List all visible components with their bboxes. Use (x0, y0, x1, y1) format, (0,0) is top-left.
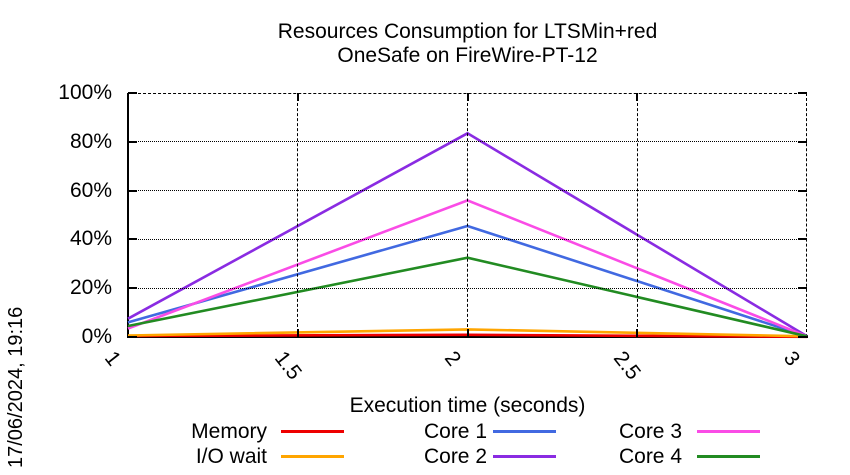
chart-title-line2: OneSafe on FireWire-PT-12 (337, 44, 598, 67)
x-tick-top (466, 93, 469, 101)
plot-area (127, 92, 808, 339)
y-axis-tick-label: 80% (69, 129, 112, 153)
series-plot (127, 131, 808, 339)
legend-label-core-1: Core 1 (423, 420, 487, 443)
grid-line-v (467, 93, 468, 337)
chart-title-line1: Resources Consumption for LTSMin+red (277, 20, 658, 43)
x-tick-top (636, 93, 639, 101)
x-axis-tick-label: 1.5 (269, 347, 306, 385)
y-tick-left (128, 140, 137, 143)
legend-line-sample-core-2 (493, 455, 556, 458)
y-axis-line (127, 93, 129, 337)
y-tick-right (798, 287, 807, 290)
y-tick-left (128, 287, 137, 290)
y-tick-left (128, 238, 137, 241)
legend-label-core-2: Core 2 (423, 445, 487, 468)
x-tick-bottom (466, 329, 469, 337)
legend-line-sample-core-4 (697, 455, 760, 458)
y-tick-left (128, 189, 137, 192)
plot-border-right (806, 93, 807, 337)
chart-title: Resources Consumption for LTSMin+red One… (128, 20, 807, 68)
y-axis-tick-label: 100% (58, 81, 112, 104)
legend-label-core-4: Core 4 (618, 445, 682, 468)
legend-label-core-3: Core 3 (618, 420, 682, 443)
y-tick-left (128, 92, 137, 94)
legend-line-sample-i-o-wait (281, 455, 344, 458)
x-axis-tick-label: 2 (439, 347, 465, 371)
x-axis-title: Execution time (seconds) (349, 394, 586, 417)
y-axis-tick-label: 40% (69, 227, 112, 251)
grid-line-v (297, 93, 299, 337)
legend-line-sample-core-1 (493, 430, 556, 433)
y-tick-right (798, 238, 807, 241)
y-tick-right (798, 336, 807, 338)
x-axis-tick-label: 2.5 (609, 347, 646, 385)
y-tick-left (128, 336, 137, 338)
y-axis-tick-label: 0% (81, 325, 112, 348)
x-tick-bottom (296, 329, 299, 337)
legend-label-i-o-wait: I/O wait (195, 445, 267, 468)
legend-line-sample-memory (281, 430, 344, 433)
legend-label-memory: Memory (191, 420, 267, 443)
x-tick-bottom (636, 329, 639, 337)
x-tick-top (296, 93, 299, 101)
legend-line-sample-core-3 (697, 430, 760, 433)
x-axis-tick-label: 3 (778, 347, 805, 371)
y-axis-tick-label: 20% (69, 276, 112, 300)
y-axis-tick-label: 60% (69, 178, 112, 202)
grid-line-v (636, 93, 638, 337)
y-tick-right (798, 92, 807, 94)
x-axis-tick-label: 1 (99, 347, 126, 371)
y-tick-right (798, 140, 807, 143)
y-tick-right (798, 189, 807, 192)
date-stamp: 17/06/2024, 19:16 (5, 306, 27, 468)
